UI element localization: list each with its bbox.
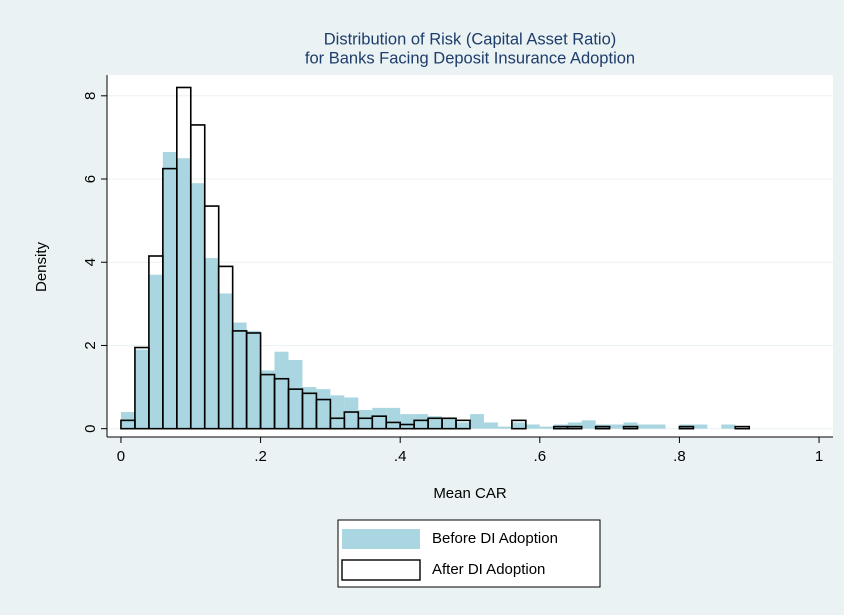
histogram-bar	[428, 416, 443, 429]
histogram-bar	[162, 151, 177, 429]
legend-label: Before DI Adoption	[432, 530, 558, 547]
histogram-bar	[511, 422, 526, 429]
histogram-bar	[190, 183, 205, 429]
histogram-bar	[623, 422, 638, 429]
histogram-bar	[609, 424, 624, 429]
histogram-bar	[567, 422, 582, 429]
histogram-bar	[260, 370, 275, 429]
histogram-bar	[274, 351, 289, 429]
legend-swatch	[341, 559, 421, 581]
histogram-bar	[218, 293, 233, 429]
histogram-bar	[232, 322, 247, 429]
chart-subtitle: for Banks Facing Deposit Insurance Adopt…	[305, 49, 635, 67]
histogram-bar	[315, 398, 332, 430]
y-tick-label: 4	[82, 258, 99, 266]
x-tick-label: .8	[673, 448, 686, 465]
histogram-bar	[134, 349, 149, 429]
histogram-bar	[693, 424, 708, 429]
chart-title: Distribution of Risk (Capital Asset Rati…	[324, 30, 617, 48]
y-tick-label: 6	[82, 175, 99, 183]
histogram-bar	[442, 418, 457, 429]
histogram-bar	[678, 425, 695, 430]
histogram-bar	[721, 424, 736, 429]
histogram-bar	[176, 158, 191, 429]
histogram-bar	[204, 258, 219, 429]
histogram-bar	[511, 419, 527, 430]
histogram-bar	[581, 420, 596, 429]
histogram-bar	[400, 414, 415, 429]
histogram-bar	[148, 274, 163, 429]
y-tick-label: 8	[82, 92, 99, 100]
x-tick-label: .4	[394, 448, 407, 465]
histogram-bar	[483, 422, 498, 429]
legend-label: After DI Adoption	[432, 561, 545, 578]
y-tick-label: 0	[82, 425, 99, 433]
histogram-bar	[316, 389, 331, 429]
histogram-bar	[386, 407, 401, 429]
histogram-bar	[539, 426, 554, 429]
x-tick-label: 1	[815, 448, 823, 465]
histogram-bar	[288, 360, 303, 429]
x-axis-label: Mean CAR	[433, 485, 507, 502]
y-tick-label: 2	[82, 341, 99, 349]
histogram-bar	[358, 409, 373, 429]
histogram-bar	[246, 330, 261, 429]
histogram-bar	[497, 426, 512, 429]
y-axis-label: Density	[33, 241, 50, 292]
x-tick-label: .6	[534, 448, 547, 465]
histogram-bar	[637, 424, 652, 429]
histogram-bar	[414, 414, 429, 429]
histogram-bar	[456, 422, 470, 429]
histogram-bar	[622, 425, 639, 430]
histogram-bar	[734, 425, 751, 430]
histogram-bar	[525, 424, 540, 429]
x-tick-label: 0	[117, 448, 125, 465]
histogram-bar	[330, 395, 345, 429]
histogram-bar	[566, 425, 583, 430]
histogram-bar	[372, 407, 387, 429]
histogram-bar	[594, 425, 611, 430]
histogram-bar	[302, 387, 317, 429]
histogram-bar	[470, 414, 484, 429]
histogram-bar	[344, 397, 359, 429]
x-tick-label: .2	[254, 448, 267, 465]
histogram-bar	[651, 424, 666, 429]
histogram-bar	[455, 419, 471, 430]
legend-swatch	[342, 529, 420, 549]
